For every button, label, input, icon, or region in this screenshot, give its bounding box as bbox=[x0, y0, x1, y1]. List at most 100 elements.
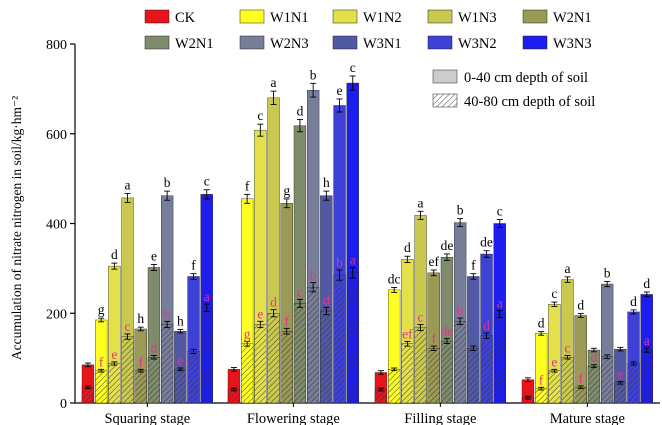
bar-40-80cm-hatch bbox=[401, 343, 414, 403]
bar-40-80cm-hatch bbox=[134, 370, 147, 403]
significance-letter-0-40cm: b bbox=[604, 265, 611, 280]
significance-letter-0-40cm: f bbox=[191, 258, 196, 273]
legend-label: W2N1 bbox=[553, 10, 592, 26]
significance-letter-40-80cm: e bbox=[257, 306, 263, 321]
legend-label: W3N1 bbox=[363, 36, 402, 52]
significance-letter-40-80cm: d bbox=[323, 292, 330, 307]
bar-40-80cm-hatch bbox=[267, 313, 280, 403]
bar-40-80cm-hatch bbox=[640, 350, 653, 403]
legend-label: W3N2 bbox=[458, 36, 497, 52]
y-tick-label: 600 bbox=[46, 128, 67, 143]
significance-letter-0-40cm: d bbox=[630, 294, 637, 309]
significance-letter-40-80cm: d bbox=[270, 295, 277, 310]
bar-40-80cm-hatch bbox=[200, 307, 213, 403]
significance-letter-40-80cm: f bbox=[432, 331, 437, 346]
legend-label: W3N3 bbox=[553, 36, 592, 52]
bar-40-80cm-hatch bbox=[228, 389, 240, 403]
legend-swatch bbox=[144, 9, 170, 24]
significance-letter-40-80cm: c bbox=[125, 319, 131, 334]
significance-letter-40-80cm: b bbox=[310, 268, 317, 283]
bar-40-80cm-hatch bbox=[414, 327, 427, 403]
significance-letter-0-40cm: c bbox=[497, 204, 503, 219]
y-axis-title: Accumulation of nitrate nitrogen in soil… bbox=[9, 96, 24, 360]
significance-letter-40-80cm: de bbox=[441, 324, 454, 339]
significance-letter-40-80cm: b bbox=[336, 255, 343, 270]
significance-letter-0-40cm: h bbox=[323, 175, 330, 190]
bar-40-80cm-hatch bbox=[588, 366, 600, 403]
legend-swatch-depth-40-80 bbox=[433, 94, 457, 107]
significance-letter-40-80cm: ef bbox=[402, 326, 413, 341]
legend-label: W1N2 bbox=[363, 10, 402, 26]
bar-40-80cm-hatch bbox=[95, 370, 108, 403]
bar-40-80cm-hatch bbox=[574, 387, 587, 403]
significance-letter-40-80cm: c bbox=[297, 284, 303, 299]
significance-letter-0-40cm: d bbox=[111, 247, 118, 262]
legend-label: W1N3 bbox=[458, 10, 497, 26]
bar-40-80cm-hatch bbox=[82, 387, 94, 403]
significance-letter-0-40cm: b bbox=[310, 67, 317, 82]
significance-letter-0-40cm: h bbox=[137, 311, 144, 326]
x-tick-label: Mature stage bbox=[550, 411, 625, 425]
bar-40-80cm-hatch bbox=[388, 369, 401, 403]
bar-40-80cm-hatch bbox=[333, 275, 346, 403]
bar-40-80cm-hatch bbox=[561, 357, 574, 403]
bar-40-80cm-hatch bbox=[493, 314, 506, 403]
y-tick-label: 800 bbox=[46, 38, 67, 53]
bar-40-80cm-hatch bbox=[614, 382, 627, 403]
legend-label-depth: 40-80 cm depth of soil bbox=[464, 94, 595, 110]
significance-letter-40-80cm: e bbox=[551, 354, 557, 369]
bar-40-80cm-hatch bbox=[454, 321, 467, 403]
x-tick-label: Filling stage bbox=[404, 411, 476, 425]
bar-40-80cm-hatch bbox=[346, 272, 359, 403]
significance-letter-40-80cm: a bbox=[497, 296, 503, 311]
y-tick-label: 200 bbox=[46, 307, 67, 322]
legend-swatch bbox=[144, 35, 170, 50]
significance-letter-40-80cm: e bbox=[111, 347, 117, 362]
bar-40-80cm-hatch bbox=[121, 336, 134, 403]
significance-letter-0-40cm: d bbox=[643, 276, 650, 291]
x-axis-labels: Squaring stage Flowering stage Filling sta… bbox=[104, 403, 625, 425]
bar-40-80cm-hatch bbox=[187, 351, 200, 403]
significance-letter-0-40cm: de bbox=[441, 238, 454, 253]
significance-letter-40-80cm: g bbox=[244, 326, 251, 341]
bar-40-80cm-hatch bbox=[601, 356, 614, 403]
significance-letter-40-80cm: f bbox=[539, 372, 544, 387]
significance-letter-40-80cm: f bbox=[579, 371, 584, 386]
bar-40-80cm-hatch bbox=[467, 348, 480, 403]
legend-label: W2N3 bbox=[270, 36, 309, 52]
significance-letter-0-40cm: c bbox=[204, 174, 210, 189]
legend-swatch bbox=[332, 9, 358, 24]
significance-letter-0-40cm: g bbox=[283, 183, 290, 198]
significance-letter-0-40cm: b bbox=[164, 175, 171, 190]
bar-40-80cm-hatch bbox=[627, 363, 640, 403]
significance-letter-40-80cm: d bbox=[591, 350, 598, 365]
significance-letter-0-40cm: dc bbox=[388, 271, 401, 286]
significance-letter-0-40cm: de bbox=[480, 235, 493, 250]
bar-40-80cm-hatch bbox=[522, 397, 534, 403]
legend-swatch-depth-0-40 bbox=[432, 69, 458, 84]
significance-letter-0-40cm: h bbox=[177, 313, 184, 328]
legend-label: W2N1 bbox=[175, 36, 214, 52]
significance-letter-0-40cm: a bbox=[565, 261, 571, 276]
significance-letter-40-80cm: b bbox=[457, 303, 464, 318]
y-tick-label: 400 bbox=[46, 218, 67, 233]
significance-letter-40-80cm: e bbox=[617, 366, 623, 381]
significance-letter-0-40cm: c bbox=[257, 108, 263, 123]
bar-40-80cm-hatch bbox=[108, 363, 121, 403]
significance-letter-40-80cm: f bbox=[139, 354, 144, 369]
significance-letter-40-80cm: e bbox=[177, 353, 183, 368]
bar-40-80cm-hatch bbox=[174, 369, 187, 403]
bar-40-80cm-hatch bbox=[254, 324, 267, 403]
significance-letter-0-40cm: f bbox=[245, 178, 250, 193]
x-tick-label: Flowering stage bbox=[247, 411, 340, 425]
legend-swatch bbox=[239, 35, 265, 50]
significance-letter-0-40cm: e bbox=[337, 83, 343, 98]
bar-40-80cm-hatch bbox=[161, 324, 174, 403]
significance-letter-0-40cm: a bbox=[271, 75, 277, 90]
significance-letter-40-80cm: c bbox=[565, 340, 571, 355]
x-tick-label: Squaring stage bbox=[104, 411, 190, 425]
bar-40-80cm-hatch bbox=[441, 341, 453, 403]
significance-letter-0-40cm: ef bbox=[429, 254, 440, 269]
legend: CK W1N1 W1N2 W1N3 W2N1 W2N1 W2N3 W3N1 W3N2 W3N3 0-… bbox=[144, 9, 595, 110]
